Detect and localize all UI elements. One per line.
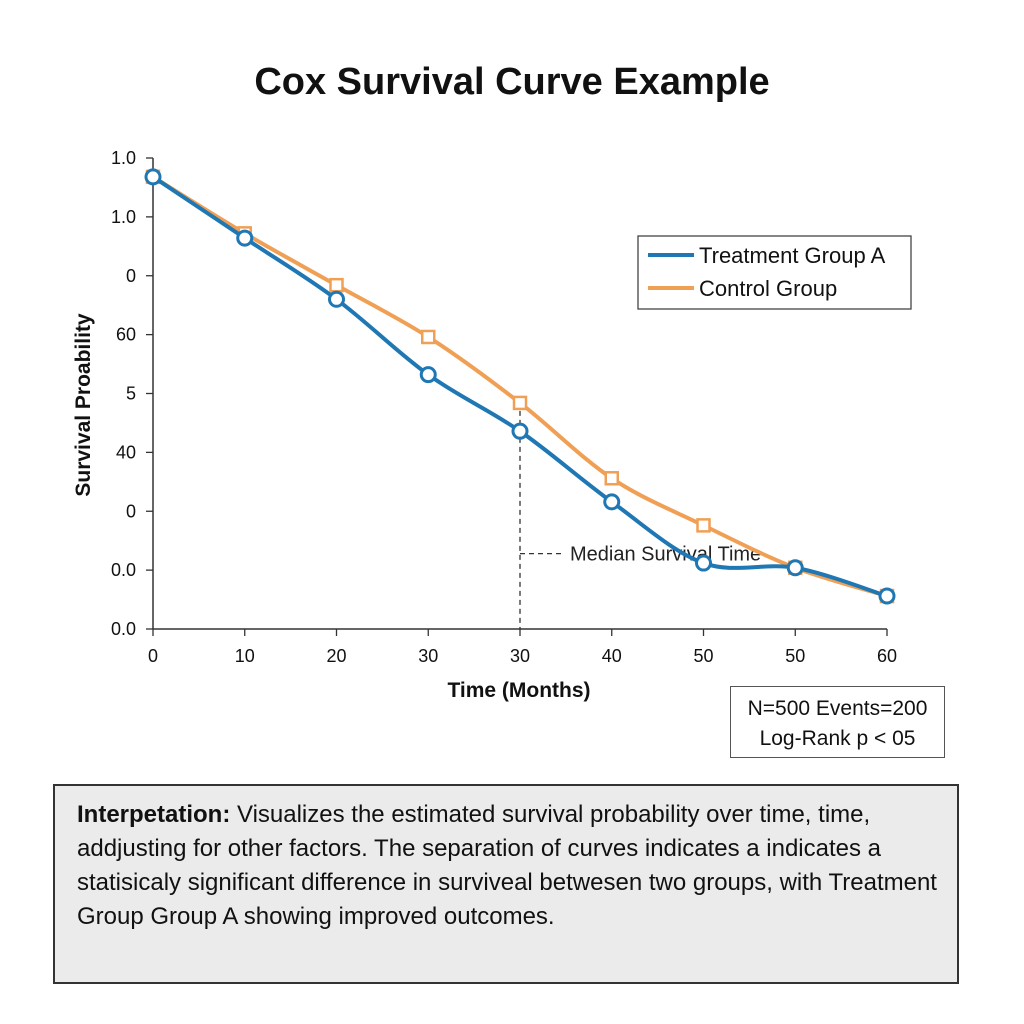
x-tick-label: 50 [785,646,805,666]
y-axis-title: Survival Proability [72,313,95,497]
x-tick-label: 60 [877,646,897,666]
chart-title: Cox Survival Curve Example [254,61,769,103]
data-point-treatment [419,366,437,384]
x-axis-title: Time (Months) [447,679,590,702]
median-annotation-label: Median Survival Time [570,544,761,566]
stats-line-1: N=500 Events=200 [747,697,928,720]
data-point-control [421,329,436,345]
data-point-treatment [328,290,345,308]
y-tick-label: 1.0 [111,148,136,168]
survival-chart: Cox Survival Curve Example 1.01.00605400… [72,61,912,702]
x-tick-label: 30 [418,646,438,666]
x-tick-label: 20 [326,646,346,666]
y-tick-label: 1.0 [111,207,136,227]
data-point-control [329,277,344,293]
y-tick-label: 0 [126,501,136,521]
interpretation-box: Interpetation: Visualizes the estimated … [53,784,959,984]
legend: Treatment Group A Control Group [637,235,912,310]
y-ticks: 1.0 1.0 0 60 5 40 0 0.0 0.0 [111,148,153,639]
series-layer [144,168,896,605]
x-tick-label: 40 [602,646,622,666]
y-tick-label: 5 [126,384,136,404]
y-tick-label: 40 [116,442,136,462]
data-point-treatment [144,168,162,186]
data-point-treatment [786,559,804,577]
legend-label-treatment: Treatment Group A [699,243,886,268]
x-tick-label: 10 [235,646,255,666]
y-tick-label: 0.0 [111,619,136,639]
interpretation-text: Visualizes the estimated survival probab… [77,801,937,930]
x-tick-label: 50 [693,646,713,666]
data-point-treatment [236,229,254,247]
data-point-treatment [695,554,712,572]
y-tick-label: 0.0 [111,560,136,580]
interpretation-label: Interpetation: [77,801,231,828]
data-point-control [512,395,528,411]
x-tick-label: 30 [510,646,530,666]
data-point-treatment [511,422,529,440]
y-tick-label: 0 [126,266,136,286]
data-point-control [696,518,711,533]
x-ticks: 0 10 20 30 30 40 50 50 60 [148,629,897,666]
data-point-control [604,471,619,486]
stats-line-2: Log-Rank p < 05 [759,727,916,750]
legend-box [637,235,912,310]
stats-box: N=500 Events=200 Log-Rank p < 05 [730,686,945,758]
legend-label-control: Control Group [699,276,837,301]
data-point-treatment [878,587,896,605]
y-tick-label: 60 [116,325,136,345]
x-tick-label: 0 [148,646,158,666]
data-point-treatment [603,493,621,511]
